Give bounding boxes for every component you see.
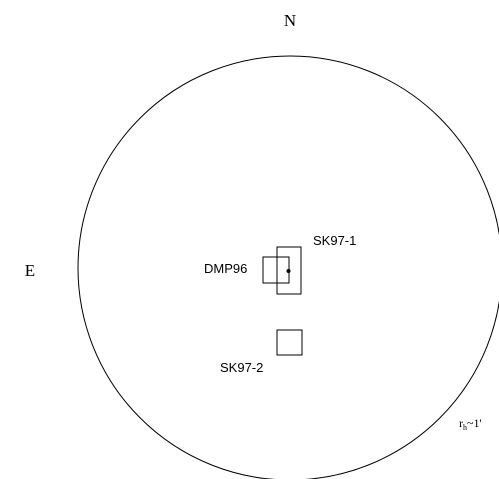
sk97-2-box (276, 329, 303, 356)
radius-subscript: h (463, 423, 467, 432)
east-label: E (25, 261, 35, 280)
center-dot (286, 269, 291, 273)
dmp96-label: DMP96 (204, 261, 247, 276)
sk97-1-label: SK97-1 (313, 233, 356, 248)
radius-value: ~1' (467, 416, 482, 430)
sk97-2-label: SK97-2 (220, 360, 263, 375)
radius-symbol: r (459, 416, 463, 430)
dmp96-box (262, 256, 290, 284)
sk97-1-box (276, 246, 302, 295)
radius-label: rh~1' (459, 416, 482, 432)
field-circle (77, 55, 499, 479)
north-label: N (284, 11, 296, 30)
